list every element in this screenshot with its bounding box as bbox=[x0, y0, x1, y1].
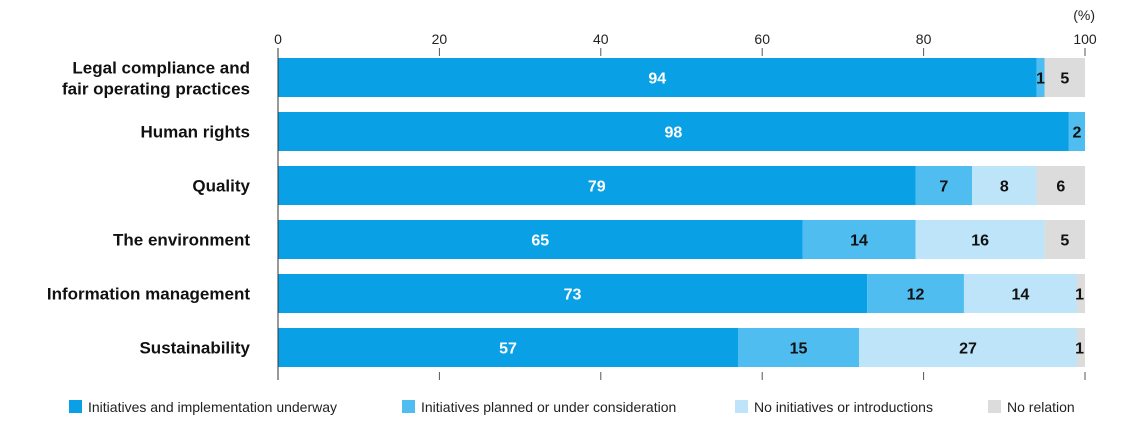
legend-label: Initiatives and implementation underway bbox=[88, 399, 337, 415]
bar-segment bbox=[859, 328, 1077, 367]
bar-value-label: 2 bbox=[1072, 125, 1081, 142]
bar-value-label: 65 bbox=[531, 233, 549, 250]
bar-segment bbox=[867, 274, 964, 313]
bar-value-label: 12 bbox=[907, 287, 925, 304]
x-tick-label: 40 bbox=[593, 31, 609, 47]
bar-segment bbox=[1076, 274, 1085, 313]
legend-swatch bbox=[69, 400, 82, 413]
bar-value-label: 98 bbox=[665, 125, 683, 142]
bar-segment bbox=[915, 220, 1045, 259]
bar-value-label: 27 bbox=[959, 341, 977, 358]
bar-segment bbox=[915, 166, 973, 205]
bar-segment bbox=[278, 112, 1069, 151]
bar-segment bbox=[963, 274, 1077, 313]
category-label: Information management bbox=[47, 285, 250, 304]
bar-segment bbox=[278, 220, 803, 259]
bar-segment bbox=[1076, 328, 1085, 367]
bar-segment bbox=[278, 166, 916, 205]
legend-label: No relation bbox=[1007, 399, 1075, 415]
bar-segment bbox=[278, 58, 1037, 97]
category-label: The environment bbox=[113, 231, 250, 250]
legend-label: Initiatives planned or under considerati… bbox=[421, 399, 676, 415]
bar-segment bbox=[1036, 166, 1085, 205]
bar-value-label: 73 bbox=[564, 287, 582, 304]
legend-swatch bbox=[735, 400, 748, 413]
unit-label: (%) bbox=[1073, 7, 1095, 23]
category-label: Sustainability bbox=[139, 339, 250, 358]
legend-swatch bbox=[402, 400, 415, 413]
category-label: Quality bbox=[192, 177, 250, 196]
bar-segment bbox=[1044, 58, 1085, 97]
bar-value-label: 8 bbox=[1000, 179, 1009, 196]
bar-segment bbox=[1036, 58, 1045, 97]
x-tick-label: 80 bbox=[916, 31, 932, 47]
bar-value-label: 7 bbox=[939, 179, 948, 196]
x-tick-label: 60 bbox=[754, 31, 770, 47]
category-label: Legal compliance and bbox=[72, 59, 250, 78]
bar-value-label: 14 bbox=[1012, 287, 1030, 304]
x-tick-label: 20 bbox=[432, 31, 448, 47]
legend-swatch bbox=[988, 400, 1001, 413]
bar-value-label: 5 bbox=[1060, 233, 1069, 250]
bar-segment bbox=[972, 166, 1037, 205]
bar-segment bbox=[802, 220, 916, 259]
bar-value-label: 1 bbox=[1036, 71, 1045, 88]
bar-value-label: 14 bbox=[850, 233, 868, 250]
legend-label: No initiatives or introductions bbox=[754, 399, 933, 415]
bar-segment bbox=[278, 328, 738, 367]
bar-segment bbox=[737, 328, 860, 367]
bar-segment bbox=[1068, 112, 1085, 151]
x-tick-label: 0 bbox=[274, 31, 282, 47]
category-label: fair operating practices bbox=[62, 80, 250, 99]
bar-value-label: 94 bbox=[648, 71, 666, 88]
bar-value-label: 6 bbox=[1056, 179, 1065, 196]
x-tick-label: 100 bbox=[1073, 31, 1097, 47]
bar-value-label: 57 bbox=[499, 341, 517, 358]
bar-value-label: 5 bbox=[1060, 71, 1069, 88]
bar-value-label: 15 bbox=[790, 341, 808, 358]
bar-value-label: 1 bbox=[1075, 341, 1084, 358]
bar-value-label: 79 bbox=[588, 179, 606, 196]
category-label: Human rights bbox=[140, 123, 250, 142]
bar-segment bbox=[278, 274, 868, 313]
bar-value-label: 16 bbox=[971, 233, 989, 250]
bar-segment bbox=[1044, 220, 1085, 259]
bar-value-label: 1 bbox=[1075, 287, 1084, 304]
